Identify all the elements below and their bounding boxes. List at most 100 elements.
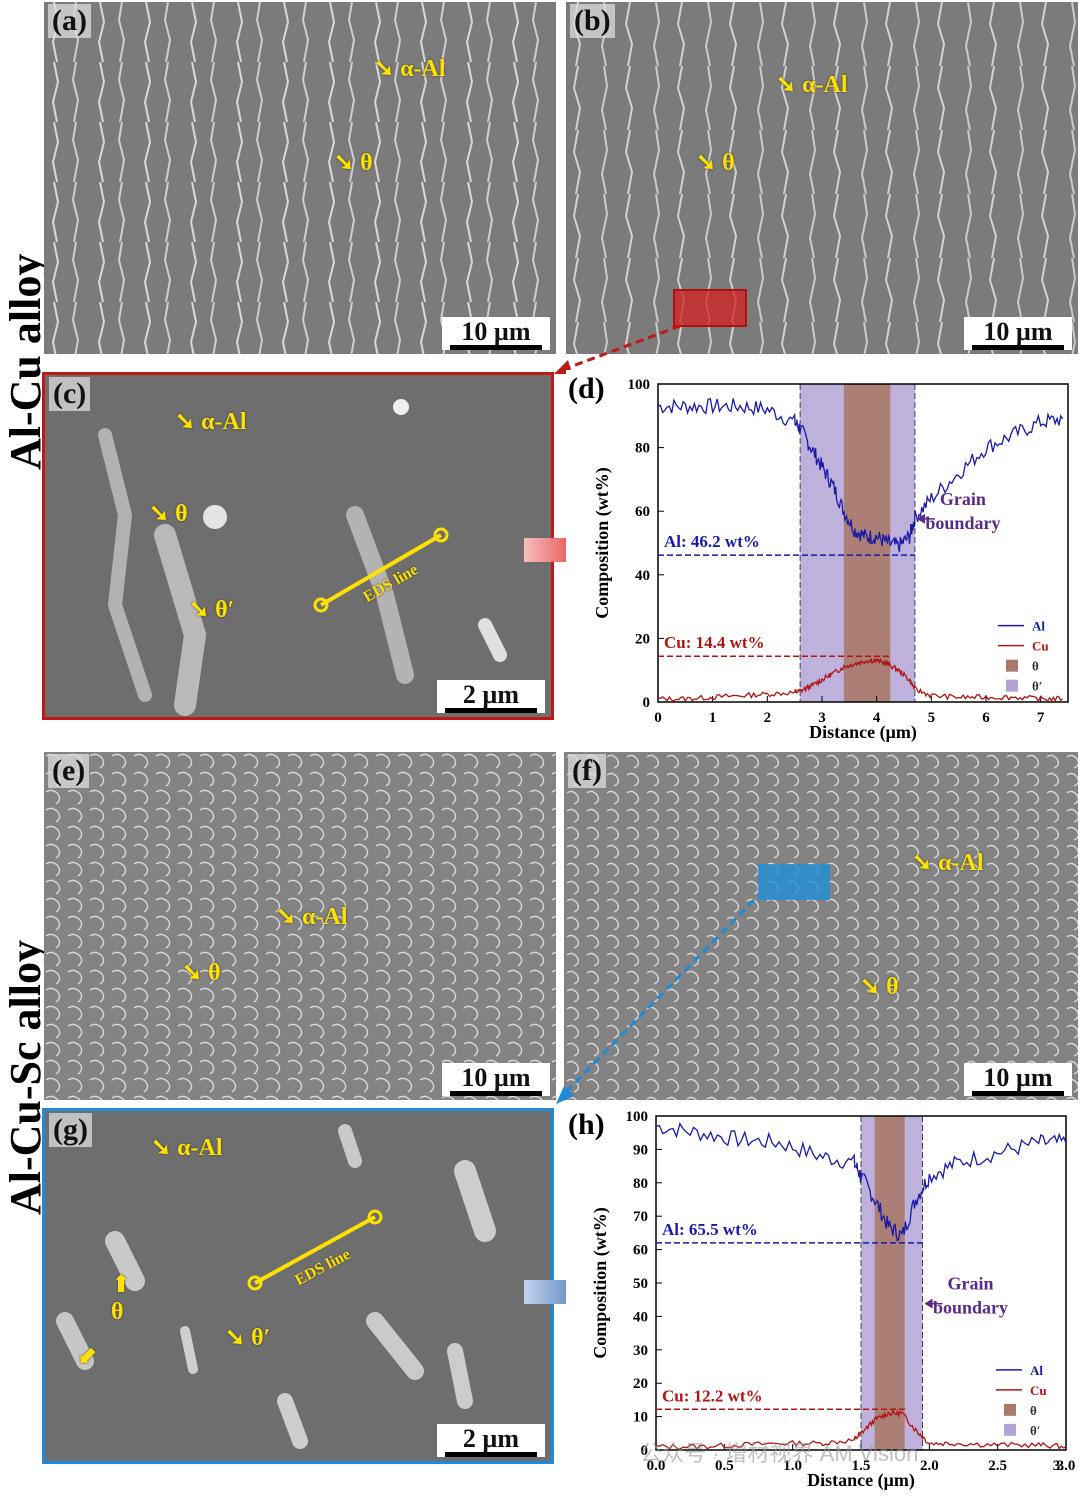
annotation-alpha-al: ➘ α-Al — [175, 409, 247, 435]
panel-label-c: (c) — [49, 377, 91, 411]
highlight-region-red — [673, 289, 747, 327]
legend-label: θ — [1032, 659, 1039, 674]
annotation-theta: ⬆ θ — [111, 1272, 132, 1325]
al-level-label: Al: 65.5 wt% — [662, 1220, 758, 1239]
sem-panel-g: (g) ➘ α-Al ⬆ θ ➘ θ′ ⬋ EDS line 2 µm — [42, 1108, 554, 1464]
y-tick-label: 100 — [626, 1109, 649, 1125]
annotation-alpha-al: ➘ α-Al — [374, 56, 446, 82]
x-axis-label: Distance (µm) — [807, 1470, 915, 1491]
annotation-theta: ➘ θ — [334, 150, 373, 176]
annotation-theta: ➘ θ — [860, 974, 899, 1000]
x-tick-label: 3 — [818, 710, 826, 726]
chart-d: 0 20 40 60 80 100 0 1 2 3 4 5 6 7 Distance (µm) Composi… — [566, 370, 1078, 750]
y-tick-label: 70 — [633, 1209, 648, 1225]
x-tick-label: 2.0 — [920, 1458, 939, 1474]
legend-label: Al — [1032, 619, 1045, 634]
grain-boundary-label: boundary — [933, 1298, 1008, 1318]
y-tick-label: 0 — [641, 1443, 649, 1459]
cu-level-label: Cu: 14.4 wt% — [664, 633, 765, 652]
scale-bar-b: 10 µm — [964, 317, 1072, 350]
sem-panel-e: (e) ➘ α-Al ➘ θ 10 µm — [44, 752, 556, 1100]
sem-texture-e — [44, 752, 556, 1100]
sem-texture-c — [98, 399, 507, 716]
y-tick-label: 0 — [643, 695, 651, 711]
sem-texture-b — [566, 2, 1078, 354]
panel-label-f: (f) — [568, 754, 606, 788]
annotation-theta: ➘ θ — [149, 501, 188, 527]
x-tick-label: 3. — [1053, 1458, 1065, 1474]
sem-panel-a: (a) ➘ α-Al ➘ θ 10 µm — [44, 2, 556, 354]
grain-boundary-arrowhead — [916, 513, 925, 524]
annotation-alpha-al: ➘ α-Al — [776, 72, 848, 98]
series-line-al — [657, 398, 1064, 553]
annotation-theta: ➘ θ — [182, 960, 221, 986]
grain-boundary-label: boundary — [925, 513, 1000, 533]
y-tick-label: 80 — [635, 441, 650, 457]
annotation-alpha-al: ➘ α-Al — [276, 904, 348, 930]
series-line-cu — [657, 657, 1063, 703]
sem-texture-g — [56, 1124, 496, 1449]
panel-label-e: (e) — [48, 754, 90, 788]
connector-arrow-blue — [556, 898, 756, 1104]
x-tick-label: 2.5 — [988, 1458, 1007, 1474]
cu-level-label: Cu: 12.2 wt% — [662, 1386, 763, 1405]
legend-swatch-theta-prime — [1006, 679, 1018, 692]
y-tick-label: 40 — [633, 1309, 648, 1325]
x-tick-label: 2 — [764, 710, 772, 726]
sem-texture-a — [44, 2, 556, 354]
annotation-theta: ➘ θ — [696, 150, 735, 176]
annotation-alpha-al: ➘ α-Al — [912, 850, 984, 876]
scale-bar-f: 10 µm — [964, 1063, 1072, 1096]
x-tick-label: 7 — [1037, 710, 1045, 726]
panel-label-b: (b) — [570, 4, 615, 38]
y-tick-label: 50 — [633, 1276, 648, 1292]
y-tick-label: 40 — [635, 568, 650, 584]
sem-panel-b: (b) ➘ α-Al ➘ θ 10 µm — [566, 2, 1078, 354]
watermark: 公众号 · 增材视界 AM Vision — [640, 1441, 919, 1466]
x-tick-label: 5 — [928, 710, 936, 726]
x-tick-label: 3.0 — [1057, 1458, 1076, 1474]
panel-label: (h) — [568, 1108, 605, 1141]
band-theta — [874, 1116, 905, 1450]
y-tick-label: 10 — [633, 1410, 648, 1426]
sem-panel-c: (c) ➘ α-Al ➘ θ ➘ θ′ EDS line 2 µm — [42, 372, 554, 720]
y-tick-label: 60 — [633, 1243, 648, 1259]
legend-label: Cu — [1030, 1383, 1047, 1398]
x-tick-label: 0 — [654, 710, 662, 726]
y-tick-label: 20 — [633, 1376, 648, 1392]
y-tick-label: 20 — [635, 631, 650, 647]
legend-label: Al — [1030, 1363, 1043, 1378]
annotation-theta-prime: ➘ θ′ — [189, 597, 235, 623]
y-tick-label: 80 — [633, 1176, 648, 1192]
annotation-theta-left: ⬋ — [77, 1344, 98, 1370]
y-tick-label: 100 — [628, 377, 651, 393]
legend-label: Cu — [1032, 639, 1049, 654]
plot-frame — [657, 383, 1069, 703]
y-tick-label: 30 — [633, 1343, 648, 1359]
legend-swatch-theta — [1006, 659, 1018, 672]
x-tick-label: 1 — [709, 710, 717, 726]
series-line-al — [655, 1121, 1067, 1243]
scale-bar-c: 2 µm — [437, 680, 545, 713]
scale-bar-g: 2 µm — [437, 1424, 545, 1457]
y-tick-label: 60 — [635, 504, 650, 520]
x-tick-label: 6 — [982, 710, 990, 726]
sem-texture-f — [564, 752, 1078, 1100]
y-axis-label: Composition (wt%) — [592, 467, 613, 619]
scale-bar-a: 10 µm — [442, 317, 550, 350]
panel-label: (d) — [568, 372, 605, 405]
panel-label-a: (a) — [48, 4, 91, 38]
series-line-cu — [655, 1408, 1067, 1450]
legend-swatch-theta — [1004, 1403, 1016, 1416]
x-tick-label: 1.5 — [852, 1458, 871, 1474]
x-tick-label: 0.0 — [647, 1458, 666, 1474]
highlight-region-blue — [758, 864, 830, 900]
grain-boundary-arrowhead — [924, 1298, 933, 1309]
sem-panel-f: (f) ➘ α-Al ➘ θ 10 µm — [564, 752, 1078, 1100]
x-tick-label: 1.0 — [783, 1458, 802, 1474]
legend-label: θ′ — [1030, 1423, 1040, 1438]
grain-boundary-label: Grain — [947, 1274, 993, 1294]
annotation-alpha-al: ➘ α-Al — [151, 1135, 223, 1161]
x-tick-label: 4 — [873, 710, 881, 726]
legend-label: θ′ — [1032, 679, 1042, 694]
